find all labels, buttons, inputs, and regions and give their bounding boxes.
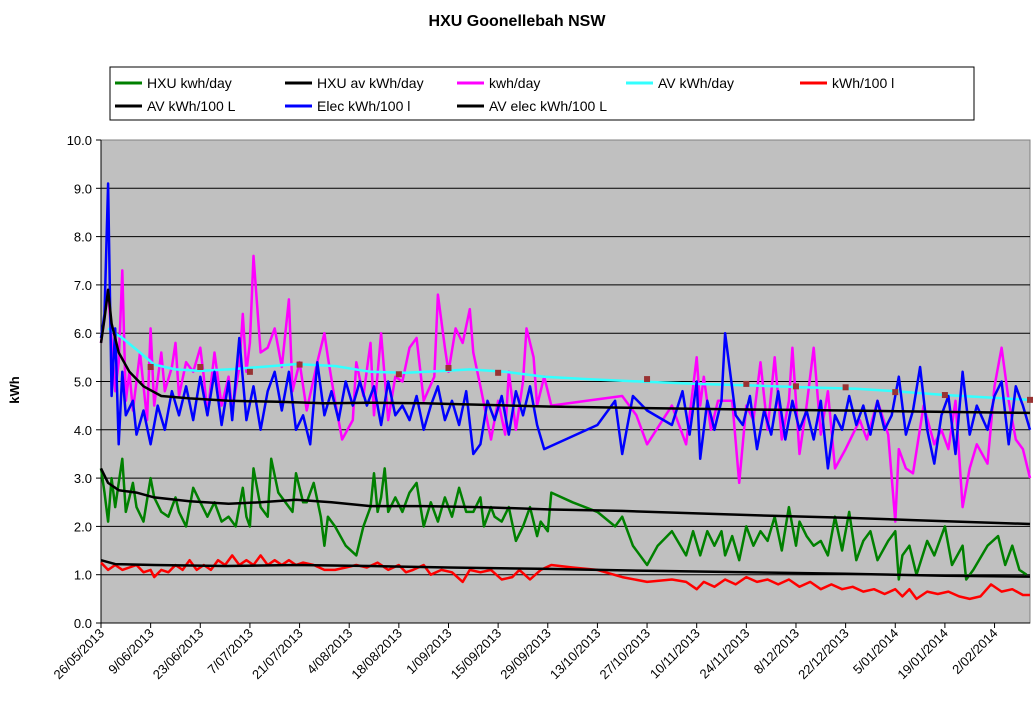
data-marker: [644, 376, 651, 383]
x-tick-label: 1/09/2013: [403, 626, 455, 678]
x-tick-label: 9/06/2013: [105, 626, 157, 678]
y-tick-label: 0.0: [74, 616, 92, 631]
data-marker: [395, 371, 402, 378]
legend-label-av-elec-kwh-100-l: AV elec kWh/100 L: [489, 98, 607, 114]
data-marker: [445, 364, 452, 371]
y-tick-label: 9.0: [74, 181, 92, 196]
legend-box: [109, 66, 975, 121]
series-line-av-kwh-day: [107, 327, 1031, 402]
data-marker: [246, 368, 253, 375]
series-line-elec-kwh-100-l: [99, 182, 1032, 470]
data-marker: [495, 369, 502, 376]
legend-label-hxu-av-kwh-day: HXU av kWh/day: [317, 75, 424, 91]
legend-label-kwh-day: kwh/day: [489, 75, 540, 91]
y-tick-label: 6.0: [74, 326, 92, 341]
x-tick-label: 22/12/2013: [795, 626, 852, 683]
x-tick-label: 23/06/2013: [150, 626, 207, 683]
y-axis-ticks: 0.0 1.0 2.0 3.0 4.0 5.0 6.0 7.0 8.0 9.0 10.0: [67, 133, 1030, 631]
legend-label-kwh-100-l: kWh/100 l: [832, 75, 894, 91]
legend-label-hxu-kwh-day: HXU kwh/day: [147, 75, 232, 91]
x-tick-label: 26/05/2013: [50, 626, 107, 683]
y-tick-label: 4.0: [74, 423, 92, 438]
x-axis-ticks: 26/05/20139/06/201323/06/20137/07/201321…: [50, 623, 1001, 683]
x-tick-label: 13/10/2013: [547, 626, 604, 683]
series-layer: [99, 182, 1032, 601]
y-tick-label: 7.0: [74, 278, 92, 293]
data-marker: [842, 384, 849, 391]
series-line-av-kwh-100-l: [100, 558, 1031, 578]
y-tick-label: 10.0: [67, 133, 92, 148]
data-marker: [296, 361, 303, 368]
series-line-hxu-kwh-day: [99, 457, 1028, 581]
x-tick-label: 15/09/2013: [448, 626, 505, 683]
y-tick-label: 3.0: [74, 471, 92, 486]
x-tick-label: 4/08/2013: [304, 626, 356, 678]
series-line-hxu-av-kwh-day: [99, 467, 1031, 526]
data-marker: [147, 364, 154, 371]
x-tick-label: 21/07/2013: [249, 626, 306, 683]
series-line-kwh-100-l: [100, 554, 1030, 601]
y-tick-label: 1.0: [74, 568, 92, 583]
y-tick-label: 5.0: [74, 375, 92, 390]
data-marker: [743, 380, 750, 387]
data-marker: [792, 383, 799, 390]
data-marker: [892, 389, 899, 396]
x-tick-label: 10/11/2013: [647, 626, 703, 682]
x-tick-label: 18/08/2013: [348, 626, 405, 683]
x-tick-label: 7/07/2013: [205, 626, 257, 678]
data-marker: [1027, 396, 1033, 403]
x-tick-label: 8/12/2013: [751, 626, 803, 678]
legend: HXU kwh/day HXU av kWh/day kwh/day AV kWh/d…: [109, 66, 975, 121]
series-line-av-elec-kwh-100-l: [99, 288, 1031, 415]
legend-label-av-kwh-day: AV kWh/day: [658, 75, 734, 91]
y-tick-label: 8.0: [74, 230, 92, 245]
data-marker: [941, 392, 948, 399]
x-tick-label: 27/10/2013: [597, 626, 654, 683]
x-tick-label: 29/09/2013: [497, 626, 554, 683]
x-tick-label: 5/01/2014: [850, 626, 902, 678]
marker-layer: [147, 361, 1033, 403]
y-tick-label: 2.0: [74, 519, 92, 534]
legend-label-elec-kwh-100-l: Elec kWh/100 l: [317, 98, 410, 114]
y-axis-label: kWh: [7, 376, 22, 404]
x-tick-label: 24/11/2013: [697, 626, 753, 682]
chart-title: HXU Goonellebah NSW: [429, 13, 607, 30]
data-marker: [197, 364, 204, 371]
x-tick-label: 19/01/2014: [894, 626, 951, 683]
legend-label-av-kwh-100-l: AV kWh/100 L: [147, 98, 236, 114]
x-tick-label: 2/02/2014: [949, 626, 1001, 678]
